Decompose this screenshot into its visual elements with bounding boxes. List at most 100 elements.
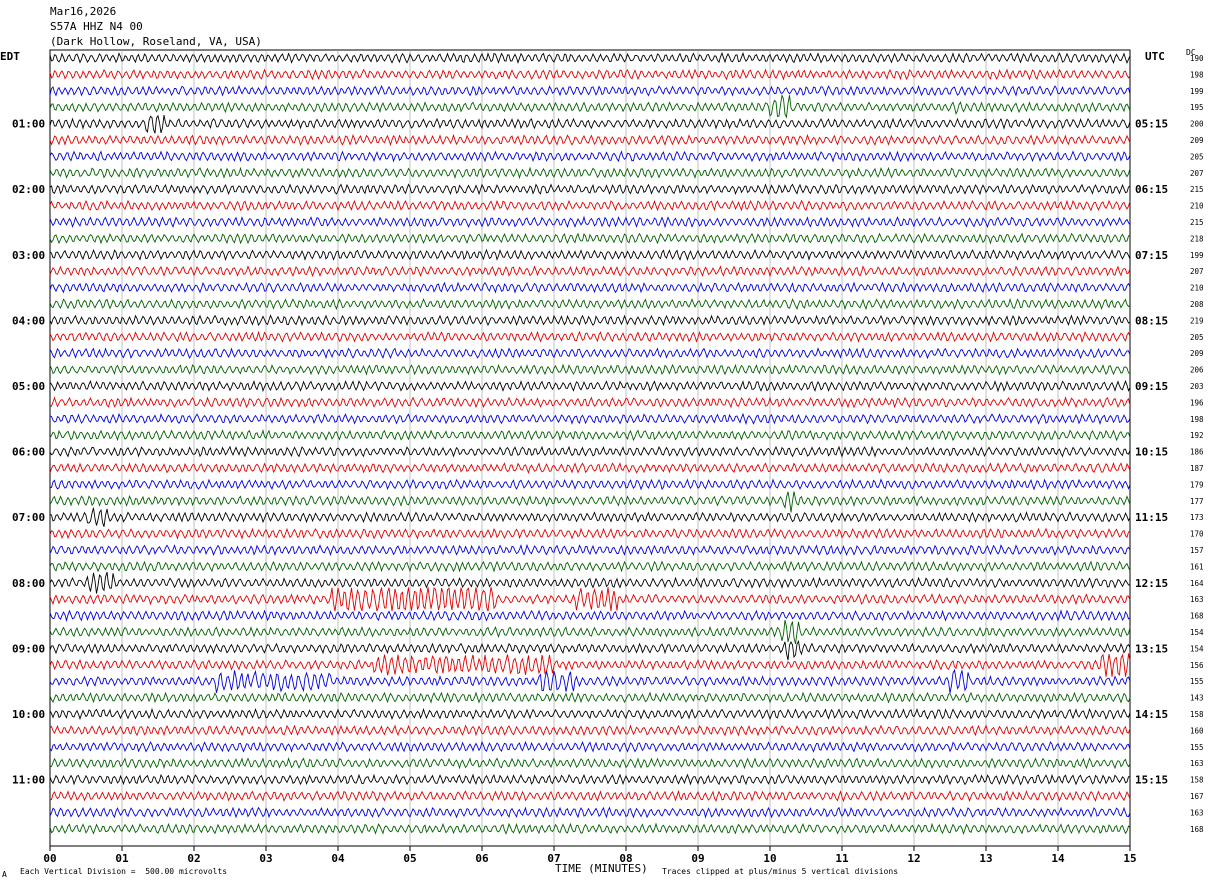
dc-offset-label: 161: [1190, 562, 1204, 571]
dc-offset-label: 190: [1190, 54, 1204, 63]
dc-offset-label: 154: [1190, 644, 1204, 653]
trace-line: [49, 314, 1131, 327]
dc-offset-label: 168: [1190, 825, 1204, 834]
trace-line: [49, 757, 1131, 770]
dc-offset-label: 210: [1190, 284, 1204, 293]
header-date: Mar16,2026: [50, 5, 117, 18]
edt-time-label: 11:00: [12, 774, 45, 787]
dc-offset-label: 160: [1190, 726, 1204, 735]
dc-offset-label: 187: [1190, 464, 1204, 473]
dc-offset-label: 163: [1190, 595, 1204, 604]
trace-line: [49, 347, 1131, 360]
dc-offset-label: 215: [1190, 185, 1204, 194]
dc-offset-label: 156: [1190, 661, 1204, 670]
utc-time-label: 15:15: [1135, 774, 1168, 787]
trace-line: [49, 639, 1131, 661]
trace-line: [49, 363, 1131, 376]
x-tick-label: 05: [403, 852, 416, 865]
x-tick-label: 09: [691, 852, 704, 865]
trace-line: [49, 150, 1131, 163]
edt-time-label: 07:00: [12, 511, 45, 524]
dc-offset-label: 177: [1190, 497, 1204, 506]
trace-line: [49, 379, 1131, 393]
dc-offset-label: 155: [1190, 743, 1204, 752]
x-tick-label: 04: [331, 852, 345, 865]
utc-time-label: 14:15: [1135, 708, 1168, 721]
trace-line: [49, 281, 1131, 294]
trace-line: [49, 806, 1131, 819]
dc-offset-label: 167: [1190, 792, 1204, 801]
clip-note: Traces clipped at plus/minus 5 vertical …: [662, 867, 899, 876]
dc-offset-label: 218: [1190, 234, 1204, 243]
trace-line: [49, 668, 1131, 694]
dc-offset-label: 199: [1190, 251, 1204, 260]
x-tick-label: 15: [1123, 852, 1136, 865]
trace-line: [49, 330, 1131, 343]
trace-line: [49, 822, 1131, 836]
x-tick-label: 02: [187, 852, 200, 865]
x-tick-label: 11: [835, 852, 849, 865]
trace-line: [49, 691, 1131, 704]
utc-time-label: 11:15: [1135, 511, 1168, 524]
dc-offset-label: 158: [1190, 776, 1204, 785]
utc-time-label: 08:15: [1135, 314, 1168, 327]
x-tick-label: 14: [1051, 852, 1065, 865]
dc-offset-label: 158: [1190, 710, 1204, 719]
edt-time-label: 08:00: [12, 577, 45, 590]
x-tick-label: 03: [259, 852, 272, 865]
trace-line: [49, 265, 1131, 278]
header-station: S57A HHZ N4 00: [50, 20, 143, 33]
dc-title: DC: [1186, 48, 1196, 57]
trace-line: [49, 571, 1131, 594]
trace-line: [49, 84, 1131, 97]
dc-offset-label: 206: [1190, 366, 1204, 375]
trace-line: [49, 215, 1131, 229]
dc-offset-label: 196: [1190, 398, 1204, 407]
trace-line: [49, 789, 1131, 803]
trace-line: [49, 297, 1131, 311]
edt-time-label: 01:00: [12, 118, 45, 131]
edt-time-label: 06:00: [12, 446, 45, 459]
dc-offset-label: 199: [1190, 87, 1204, 96]
trace-line: [49, 248, 1131, 262]
dc-offset-label: 164: [1190, 579, 1204, 588]
dc-offset-label: 207: [1190, 169, 1204, 178]
dc-offset-label: 168: [1190, 612, 1204, 621]
trace-line: [49, 527, 1131, 540]
edt-axis-title: EDT: [0, 50, 20, 63]
dc-offset-label: 170: [1190, 530, 1204, 539]
dc-offset-label: 210: [1190, 202, 1204, 211]
edt-time-label: 10:00: [12, 708, 45, 721]
trace-line: [49, 587, 1131, 612]
x-tick-label: 08: [619, 852, 632, 865]
x-tick-label: 01: [115, 852, 129, 865]
dc-offset-label: 173: [1190, 513, 1204, 522]
dc-offset-label: 195: [1190, 103, 1204, 112]
dc-offset-label: 203: [1190, 382, 1204, 391]
edt-time-label: 02:00: [12, 183, 45, 196]
dc-offset-label: 200: [1190, 120, 1204, 129]
dc-offset-label: 207: [1190, 267, 1204, 276]
corner-mark: A: [2, 870, 7, 879]
x-tick-label: 10: [763, 852, 776, 865]
trace-line: [49, 543, 1131, 557]
dc-offset-label: 198: [1190, 415, 1204, 424]
scale-note: Each Vertical Division = 500.00 microvol…: [20, 867, 228, 876]
edt-time-label: 05:00: [12, 380, 45, 393]
dc-offset-label: 179: [1190, 480, 1204, 489]
header-location: (Dark Hollow, Roseland, VA, USA): [50, 35, 262, 48]
dc-offset-label: 163: [1190, 808, 1204, 817]
trace-line: [49, 114, 1131, 134]
dc-offset-label: 192: [1190, 431, 1204, 440]
utc-time-label: 05:15: [1135, 118, 1168, 131]
edt-time-label: 04:00: [12, 314, 45, 327]
trace-line: [49, 51, 1131, 65]
x-tick-label: 06: [475, 852, 489, 865]
dc-offset-label: 205: [1190, 333, 1204, 342]
utc-time-label: 09:15: [1135, 380, 1168, 393]
x-tick-label: 13: [979, 852, 992, 865]
trace-line: [49, 166, 1131, 180]
utc-axis-title: UTC: [1145, 50, 1165, 63]
dc-offset-label: 198: [1190, 70, 1204, 79]
